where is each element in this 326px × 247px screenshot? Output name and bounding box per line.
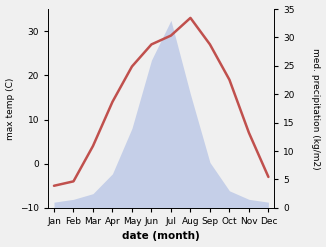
Y-axis label: max temp (C): max temp (C)	[6, 77, 15, 140]
Y-axis label: med. precipitation (kg/m2): med. precipitation (kg/m2)	[311, 48, 320, 169]
X-axis label: date (month): date (month)	[122, 231, 200, 242]
